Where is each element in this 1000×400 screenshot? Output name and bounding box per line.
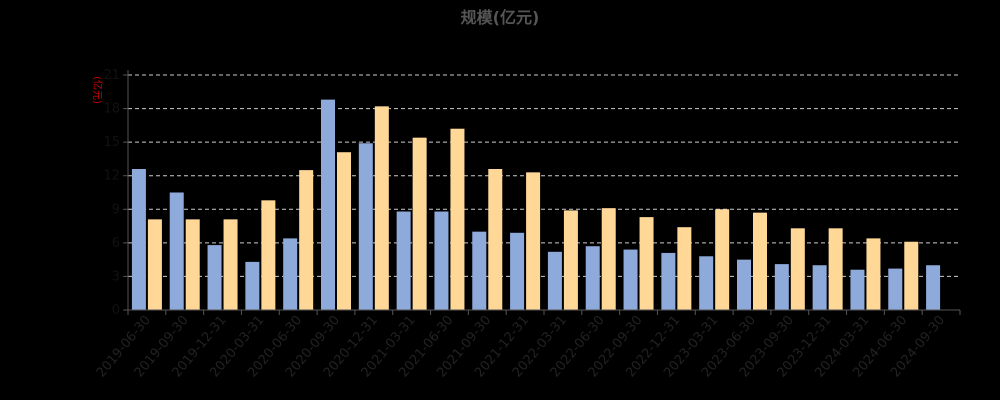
y-tick-label: 9 (112, 202, 120, 217)
bar-series-1 (131, 169, 146, 310)
bar-series-1 (510, 232, 525, 310)
y-tick-label: 0 (112, 303, 120, 318)
bar-series-2 (639, 217, 654, 310)
bar-series-1 (585, 246, 600, 310)
bar-series-1 (358, 143, 373, 310)
y-tick-label: 3 (112, 269, 120, 284)
y-tick-label: 6 (112, 236, 120, 251)
chart-title: 规模(亿元) (460, 8, 540, 27)
bar-series-2 (828, 228, 843, 310)
bar-series-2 (904, 241, 919, 310)
y-tick-label: 18 (103, 102, 120, 117)
bar-series-1 (434, 211, 449, 310)
bar-series-1 (623, 249, 638, 310)
bar-series-2 (374, 106, 389, 310)
bar-series-2 (261, 200, 276, 310)
bar-series-2 (450, 128, 465, 310)
bar-series-2 (185, 219, 200, 310)
bar-series-1 (207, 245, 222, 310)
bar-series-1 (774, 264, 789, 310)
bar-series-2 (866, 238, 881, 310)
bar-series-1 (547, 251, 562, 310)
bar-series-2 (223, 219, 238, 310)
bar-series-1 (169, 192, 184, 310)
bar-series-2 (563, 210, 578, 310)
bar-series-1 (699, 256, 714, 310)
y-tick-label: 12 (103, 169, 120, 184)
bar-series-2 (715, 209, 730, 310)
bar-series-1 (926, 265, 941, 310)
bar-series-2 (526, 172, 541, 310)
bar-series-1 (245, 261, 260, 310)
bar-series-1 (661, 252, 676, 310)
bar-series-1 (737, 259, 751, 310)
bar-series-1 (396, 211, 411, 310)
bar-series-2 (601, 208, 616, 310)
y-axis-unit-label: (亿元) (91, 76, 104, 104)
y-tick-label: 15 (103, 135, 120, 150)
bar-series-1 (283, 238, 298, 310)
bar-series-2 (790, 228, 805, 310)
bar-series-2 (753, 212, 767, 310)
bar-series-1 (888, 268, 903, 310)
y-tick-label: 21 (103, 68, 120, 83)
bar-series-1 (812, 265, 827, 310)
bar-series-2 (147, 219, 162, 310)
bar-series-2 (337, 152, 351, 310)
bar-series-2 (488, 169, 503, 310)
bar-series-1 (850, 269, 865, 310)
bar-series-1 (321, 99, 335, 310)
bar-series-2 (412, 137, 427, 310)
bar-series-1 (472, 231, 487, 310)
bar-series-2 (677, 227, 692, 310)
bar-series-2 (299, 170, 314, 310)
